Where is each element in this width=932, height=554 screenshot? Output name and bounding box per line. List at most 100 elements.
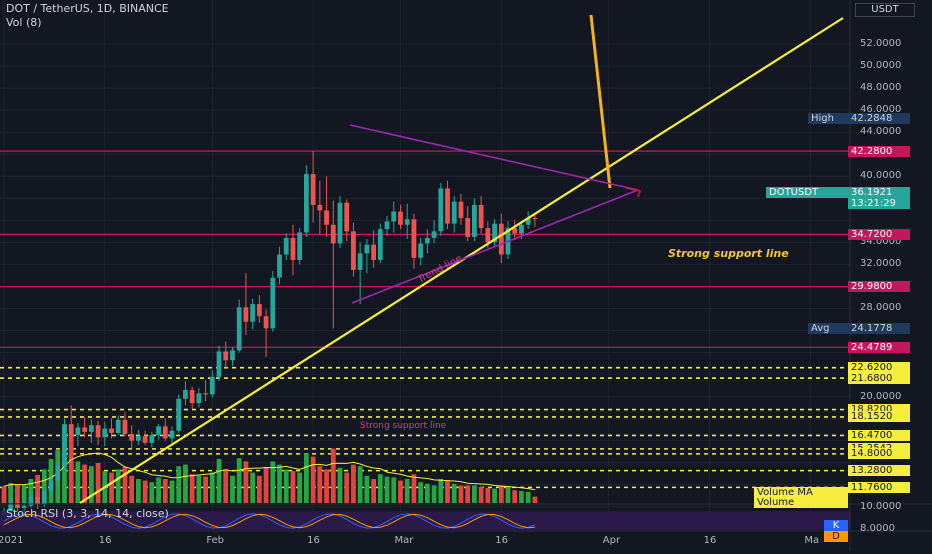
volume-bar xyxy=(505,487,511,503)
avg-value: 24.1778 xyxy=(848,323,910,334)
volume-bar xyxy=(391,477,397,503)
candle-body xyxy=(176,398,182,431)
candle-body xyxy=(519,224,524,234)
volume-bar xyxy=(216,459,222,503)
stoch-rsi-k-line xyxy=(3,513,536,529)
candle-body xyxy=(431,231,437,238)
level-price-tag: 42.2800 xyxy=(848,145,910,157)
volume-bar xyxy=(136,479,141,503)
candle-body xyxy=(357,253,363,270)
candle-body xyxy=(330,224,336,244)
candle-body xyxy=(391,211,397,222)
volume-bar xyxy=(209,472,215,503)
volume-bar xyxy=(310,456,316,503)
triangle-top-line[interactable] xyxy=(349,124,639,191)
candle-body xyxy=(88,425,94,432)
x-tick-label: 16 xyxy=(703,535,717,546)
candle-body xyxy=(472,204,477,237)
stoch-rsi-label[interactable]: Stoch RSI (3, 3, 14, 14, close) xyxy=(6,507,169,520)
candle-body xyxy=(424,237,430,244)
volume-bar xyxy=(1,486,7,503)
candle-body xyxy=(512,228,518,234)
x-tick-label: Ma xyxy=(804,535,820,546)
candle-body xyxy=(256,304,262,317)
volume-bar xyxy=(277,464,282,503)
candle-body xyxy=(82,427,88,432)
y-tick-label: 34.0000 xyxy=(860,236,902,248)
candle-body xyxy=(115,419,121,433)
strong-support-annotation-2: Strong support line xyxy=(360,421,447,431)
stoch-d-label: D xyxy=(824,531,848,542)
volume-bar xyxy=(28,479,34,503)
candle-body xyxy=(136,436,141,441)
volume-bar xyxy=(290,471,296,503)
bar-countdown: 13:21:29 xyxy=(848,198,910,209)
currency-label[interactable]: USDT xyxy=(855,3,915,17)
candle-body xyxy=(95,425,101,438)
orange-projection-line[interactable] xyxy=(589,14,612,189)
volume-bar xyxy=(243,461,249,503)
volume-bar xyxy=(95,463,101,503)
candle-body xyxy=(438,188,444,232)
candle-body xyxy=(337,202,343,244)
grid-lines xyxy=(0,0,850,531)
volume-bar xyxy=(283,469,289,503)
volume-bar xyxy=(196,475,202,503)
candle-body xyxy=(411,219,417,258)
candle-body xyxy=(371,244,376,260)
candle-body xyxy=(189,389,195,404)
candle-body xyxy=(317,204,323,211)
y-tick-label: 8.0000 xyxy=(860,522,895,534)
volume-bar xyxy=(256,475,262,503)
volume-bar xyxy=(230,475,235,503)
candle-body xyxy=(324,210,329,225)
volume-bar xyxy=(458,485,464,503)
volume-indicator-label[interactable]: Vol (8) xyxy=(6,16,42,29)
triangle-bottom-line[interactable] xyxy=(351,189,639,304)
y-tick-label: 52.0000 xyxy=(860,38,902,50)
volume-bar xyxy=(317,466,323,503)
candle-body xyxy=(41,491,47,505)
y-tick-label: 32.0000 xyxy=(860,258,902,270)
y-tick-label: 50.0000 xyxy=(860,60,902,72)
volume-bar xyxy=(68,432,74,503)
candle-body xyxy=(270,277,276,329)
candle-body xyxy=(277,254,282,278)
candle-body xyxy=(216,351,222,377)
volume-bar xyxy=(330,448,336,503)
volume-bar xyxy=(485,487,491,503)
candle-body xyxy=(478,204,484,229)
candle-body xyxy=(304,174,309,233)
candle-body xyxy=(230,350,235,361)
x-tick-label: Mar xyxy=(394,535,414,546)
stoch-k-label: K xyxy=(824,520,848,531)
volume-bar xyxy=(492,488,497,503)
volume-bar xyxy=(15,484,20,503)
volume-bar xyxy=(478,487,484,503)
level-price-tag: 29.9800 xyxy=(848,281,910,293)
volume-bar xyxy=(41,469,47,503)
volume-bar xyxy=(377,474,383,503)
volume-bar xyxy=(532,496,538,503)
candle-body xyxy=(35,496,40,505)
symbol-title[interactable]: DOT / TetherUS, 1D, BINANCE xyxy=(6,2,169,15)
volume-bar xyxy=(404,479,410,503)
candle-body xyxy=(384,221,390,230)
candle-body xyxy=(68,424,74,436)
volume-bars xyxy=(1,427,538,503)
candle-body xyxy=(223,351,229,361)
candle-body xyxy=(129,434,135,441)
volume-bar xyxy=(324,469,329,503)
candle-body xyxy=(418,243,424,258)
level-price-tag: 13.2800 xyxy=(848,465,910,477)
volume-bar xyxy=(88,466,94,503)
level-price-tag: 24.4789 xyxy=(848,341,910,353)
volume-bar xyxy=(149,482,155,503)
volume-bar xyxy=(109,472,114,503)
volume-ma-label: Volume MA xyxy=(754,487,848,498)
candle-body xyxy=(283,237,289,255)
level-price-tag: 34.7200 xyxy=(848,228,910,240)
volume-bar xyxy=(169,480,175,503)
